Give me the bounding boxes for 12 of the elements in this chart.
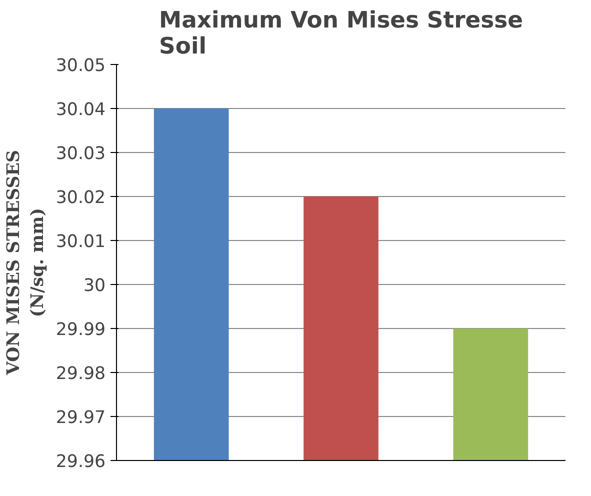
y-tick-label: 30.03 <box>56 144 106 164</box>
y-tick-label: 30.01 <box>56 232 106 252</box>
y-tick-label: 30 <box>83 276 106 296</box>
chart-title: Maximum Von Mises Stresse Soil <box>159 8 523 60</box>
y-tick-label: 29.96 <box>56 452 106 472</box>
y-tick-label: 29.99 <box>56 320 106 340</box>
y-axis-title: VON MISES STRESSES (N/sq. mm) <box>4 150 48 376</box>
y-tick-label: 29.97 <box>56 408 106 428</box>
y-tick-label: 29.98 <box>56 364 106 384</box>
y-tick-label: 30.04 <box>56 100 106 120</box>
y-tick-label: 30.02 <box>56 188 106 208</box>
y-tick-label: 30.05 <box>56 56 106 76</box>
